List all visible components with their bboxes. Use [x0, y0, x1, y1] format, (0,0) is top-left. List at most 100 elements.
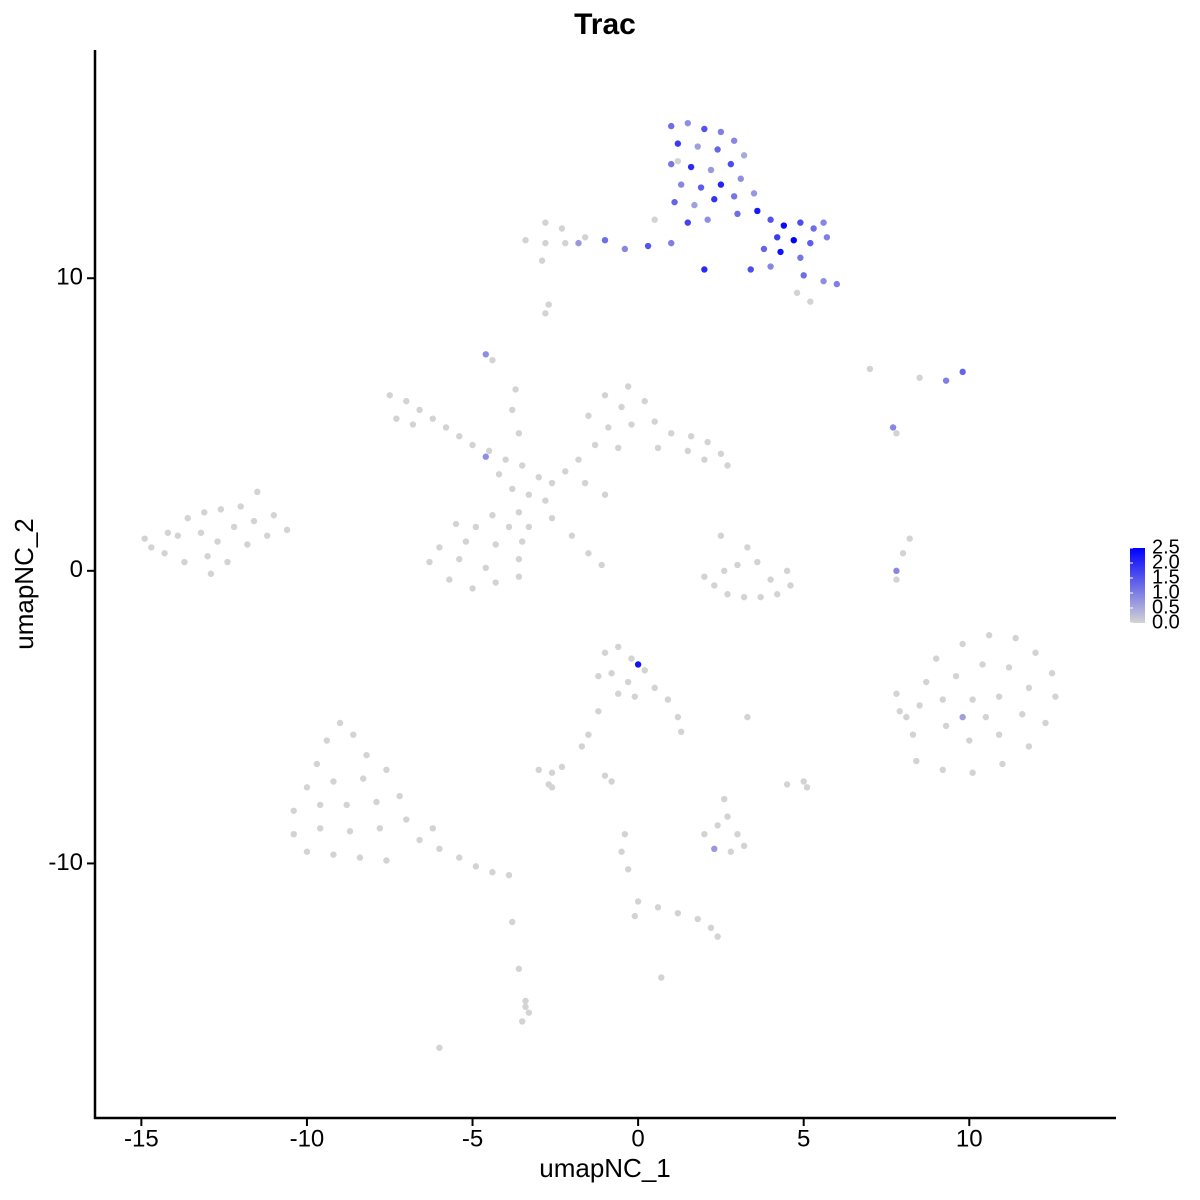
- point: [833, 280, 841, 288]
- point: [591, 441, 599, 449]
- point: [641, 667, 648, 674]
- point: [270, 512, 278, 519]
- point: [684, 219, 691, 226]
- point: [757, 593, 764, 601]
- point: [624, 383, 632, 390]
- point: [562, 239, 569, 247]
- point: [1005, 664, 1013, 671]
- point: [330, 778, 337, 785]
- point: [634, 898, 642, 905]
- point: [224, 558, 231, 566]
- point: [1052, 693, 1059, 700]
- point: [542, 497, 549, 504]
- point: [754, 207, 761, 215]
- x-tick-label: -10: [290, 1125, 325, 1152]
- point: [774, 234, 781, 241]
- point: [704, 216, 711, 223]
- point: [717, 532, 725, 539]
- point: [489, 512, 496, 519]
- point: [456, 854, 463, 861]
- point: [677, 181, 685, 188]
- point: [598, 561, 605, 569]
- point: [207, 570, 215, 577]
- point: [148, 544, 155, 551]
- point: [707, 924, 715, 932]
- point: [426, 558, 433, 566]
- point: [601, 392, 609, 399]
- point: [615, 690, 622, 697]
- point: [631, 693, 639, 700]
- point: [601, 649, 609, 656]
- point: [896, 708, 903, 715]
- point: [522, 997, 529, 1005]
- point: [982, 713, 990, 721]
- point: [512, 386, 519, 393]
- point: [674, 140, 682, 147]
- point: [889, 424, 897, 431]
- point: [482, 564, 489, 572]
- point: [601, 491, 609, 498]
- point: [217, 506, 225, 513]
- point: [893, 576, 900, 583]
- point: [906, 535, 913, 542]
- point: [316, 825, 324, 832]
- point: [290, 830, 297, 838]
- point: [452, 520, 460, 528]
- point: [734, 830, 741, 838]
- point: [429, 825, 436, 832]
- point: [754, 558, 761, 566]
- point: [343, 801, 350, 809]
- point: [558, 225, 566, 232]
- point: [515, 555, 523, 563]
- point: [336, 719, 344, 727]
- point: [489, 356, 496, 364]
- point: [744, 544, 751, 551]
- point: [959, 640, 966, 648]
- point: [469, 441, 476, 449]
- point: [303, 784, 311, 791]
- point: [1032, 649, 1039, 656]
- point: [330, 851, 337, 858]
- point: [416, 406, 423, 414]
- point: [697, 184, 705, 191]
- point: [671, 198, 678, 206]
- point: [376, 825, 384, 832]
- point: [664, 696, 672, 703]
- point: [363, 751, 370, 759]
- point: [303, 848, 311, 855]
- point: [356, 854, 364, 861]
- point: [985, 632, 993, 639]
- point: [893, 690, 900, 697]
- point: [624, 866, 632, 873]
- point: [535, 474, 542, 481]
- point: [979, 661, 986, 668]
- point: [485, 447, 493, 455]
- point: [492, 579, 499, 586]
- point: [668, 430, 675, 437]
- point: [482, 351, 489, 358]
- point: [899, 550, 907, 557]
- point: [522, 1003, 529, 1011]
- point: [724, 462, 731, 469]
- point: [787, 582, 794, 589]
- point: [568, 532, 576, 539]
- point: [542, 239, 549, 247]
- point: [595, 708, 602, 715]
- point: [618, 403, 625, 411]
- point: [608, 778, 615, 785]
- point: [783, 567, 791, 575]
- point: [674, 713, 682, 721]
- point: [701, 125, 708, 133]
- point: [711, 196, 718, 203]
- point: [538, 257, 546, 264]
- point: [777, 248, 784, 256]
- point: [684, 119, 691, 127]
- point: [174, 532, 181, 539]
- point: [959, 368, 966, 376]
- point: [641, 397, 648, 405]
- point: [658, 974, 665, 981]
- point: [495, 471, 503, 478]
- point: [581, 234, 589, 241]
- point: [346, 828, 354, 835]
- points: [141, 119, 1059, 1051]
